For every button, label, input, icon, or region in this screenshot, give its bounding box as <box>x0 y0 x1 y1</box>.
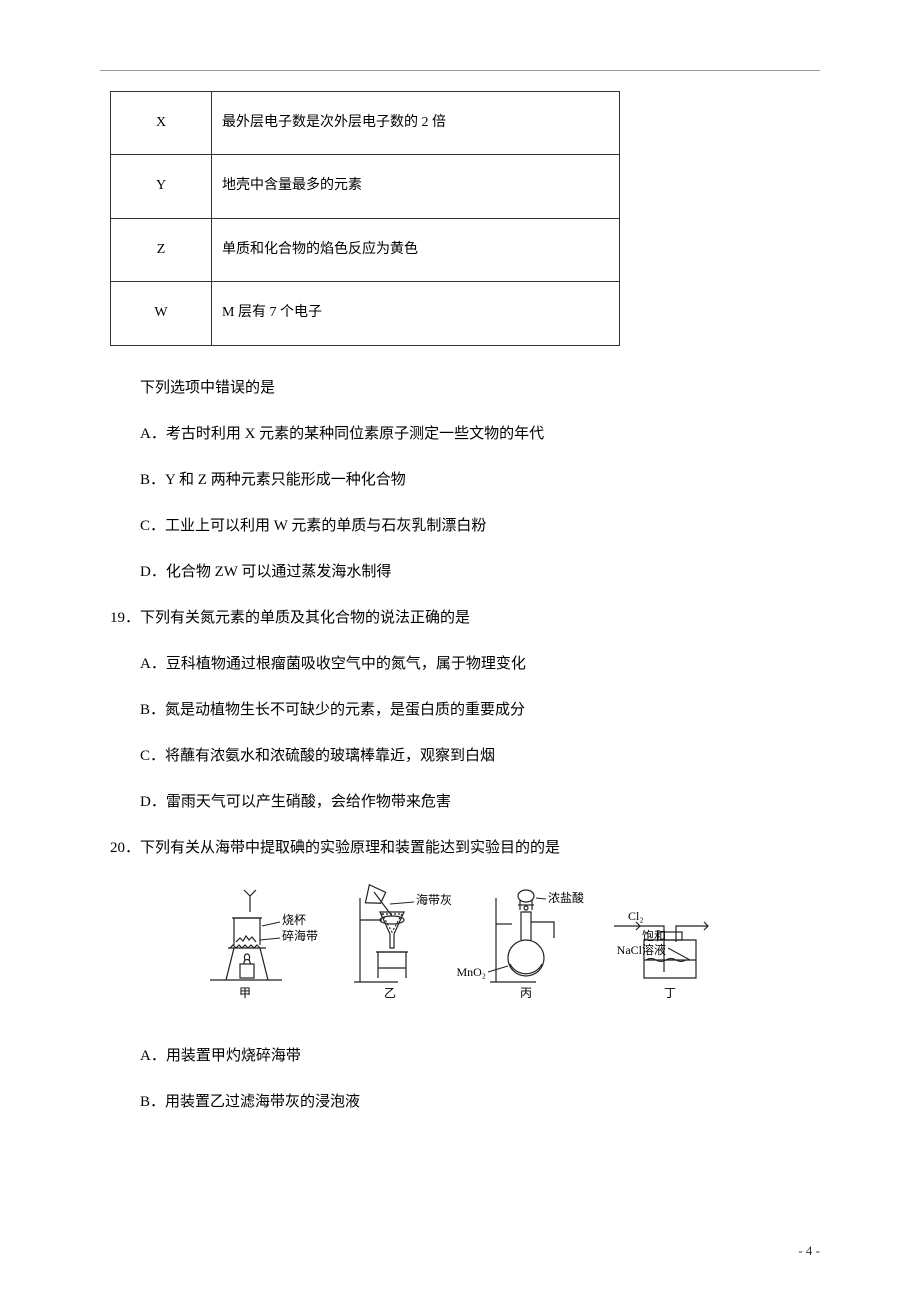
table-row: W M 层有 7 个电子 <box>111 282 620 345</box>
q19-option-c: C．将蘸有浓氨水和浓硫酸的玻璃棒靠近，观察到白烟 <box>140 744 820 768</box>
q20-stem: 20．下列有关从海带中提取碘的实验原理和装置能达到实验目的的是 <box>110 836 820 860</box>
q19-stem: 19．下列有关氮元素的单质及其化合物的说法正确的是 <box>110 606 820 630</box>
element-desc: 单质和化合物的焰色反应为黄色 <box>212 218 620 281</box>
table-row: Y 地壳中含量最多的元素 <box>111 155 620 218</box>
table-row: X 最外层电子数是次外层电子数的 2 倍 <box>111 92 620 155</box>
table-row: Z 单质和化合物的焰色反应为黄色 <box>111 218 620 281</box>
top-rule <box>100 70 820 71</box>
apparatus-svg: 烧杯 碎海带 甲 <box>190 882 730 1012</box>
apparatus-yi <box>354 884 408 981</box>
label-sat1: 饱和 <box>642 928 666 943</box>
element-desc: M 层有 7 个电子 <box>212 282 620 345</box>
elements-table: X 最外层电子数是次外层电子数的 2 倍 Y 地壳中含量最多的元素 Z 单质和化… <box>110 91 620 346</box>
label-bing: 丙 <box>520 986 532 1000</box>
label-beaker: 烧杯 <box>282 913 306 927</box>
element-symbol: Z <box>111 218 212 281</box>
q19-option-d: D．雷雨天气可以产生硝酸，会给作物带来危害 <box>140 790 820 814</box>
label-sat2: NaCl溶液 <box>617 942 666 957</box>
q20-option-a: A．用装置甲灼烧碎海带 <box>140 1044 820 1068</box>
page: X 最外层电子数是次外层电子数的 2 倍 Y 地壳中含量最多的元素 Z 单质和化… <box>0 0 920 1302</box>
element-symbol: W <box>111 282 212 345</box>
q20-option-b: B．用装置乙过滤海带灰的浸泡液 <box>140 1090 820 1114</box>
label-kelp-ash: 海带灰 <box>416 892 452 907</box>
label-jia: 甲 <box>239 986 251 1000</box>
option-b: B．Y 和 Z 两种元素只能形成一种化合物 <box>140 468 820 492</box>
label-ding: 丁 <box>664 986 676 1000</box>
apparatus-diagram: 烧杯 碎海带 甲 <box>100 882 820 1020</box>
element-symbol: X <box>111 92 212 155</box>
stem-line: 下列选项中错误的是 <box>140 376 820 400</box>
label-conc-hcl: 浓盐酸 <box>548 890 584 905</box>
label-mno2: MnO₂ <box>456 965 486 979</box>
label-crushed: 碎海带 <box>282 928 318 943</box>
label-yi: 乙 <box>384 986 396 1000</box>
element-desc: 最外层电子数是次外层电子数的 2 倍 <box>212 92 620 155</box>
q19-option-a: A．豆科植物通过根瘤菌吸收空气中的氮气，属于物理变化 <box>140 652 820 676</box>
option-a: A．考古时利用 X 元素的某种同位素原子测定一些文物的年代 <box>140 422 820 446</box>
option-d: D．化合物 ZW 可以通过蒸发海水制得 <box>140 560 820 584</box>
element-symbol: Y <box>111 155 212 218</box>
element-desc: 地壳中含量最多的元素 <box>212 155 620 218</box>
label-cl2: Cl₂ <box>628 909 644 923</box>
option-c: C．工业上可以利用 W 元素的单质与石灰乳制漂白粉 <box>140 514 820 538</box>
apparatus-jia <box>210 890 282 980</box>
page-number: - 4 - <box>798 1241 820 1262</box>
q19-option-b: B．氮是动植物生长不可缺少的元素，是蛋白质的重要成分 <box>140 698 820 722</box>
